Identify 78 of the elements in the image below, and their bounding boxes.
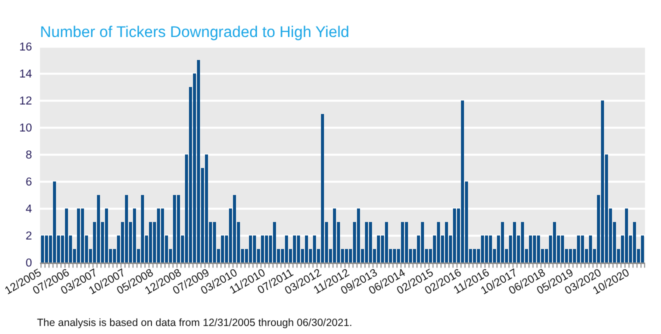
bar [197, 60, 200, 263]
bar [501, 222, 504, 263]
bar [293, 236, 296, 263]
bar [157, 208, 160, 263]
bar [489, 236, 492, 263]
y-tick-label: 0 [26, 257, 32, 270]
bar [177, 195, 180, 263]
bar [221, 236, 224, 263]
bar [357, 208, 360, 263]
bar [633, 222, 636, 263]
bar [461, 100, 464, 263]
bar [149, 222, 152, 263]
text: The analysis is based on data from 12/31/2005 through 06/30/2021. [37, 317, 352, 329]
bar [537, 236, 540, 263]
bar [233, 195, 236, 263]
bar [141, 195, 144, 263]
bar [485, 236, 488, 263]
y-tick-label: 2 [26, 230, 32, 242]
bar [601, 100, 604, 263]
bar [125, 195, 128, 263]
bar [589, 236, 592, 263]
y-tick-label: 16 [19, 41, 32, 54]
bar [393, 249, 396, 263]
bar [533, 236, 536, 263]
bar [553, 222, 556, 263]
bar [377, 236, 380, 263]
y-tick-label: 6 [26, 176, 32, 188]
y-tick-label: 12 [19, 95, 32, 108]
bar [641, 236, 644, 263]
y-tick-label: 10 [19, 122, 32, 134]
bar [481, 236, 484, 263]
bar [161, 208, 164, 263]
bar [569, 249, 572, 263]
bar [253, 236, 256, 263]
bar [133, 208, 136, 263]
bar [297, 236, 300, 263]
bar [365, 222, 368, 263]
bar [513, 222, 516, 263]
bar [173, 195, 176, 263]
y-tick-label: 8 [26, 149, 32, 162]
bar [77, 208, 80, 263]
bar [333, 208, 336, 263]
bar [261, 236, 264, 263]
bar [53, 182, 56, 263]
bar [421, 222, 424, 263]
bar [385, 222, 388, 263]
bar [265, 236, 268, 263]
bar [445, 222, 448, 263]
y-tick-label: 4 [26, 203, 33, 216]
bar [521, 222, 524, 263]
bar [41, 236, 44, 263]
bar [45, 236, 48, 263]
bar [561, 236, 564, 263]
bar [205, 154, 208, 263]
bar [313, 236, 316, 263]
bar [453, 208, 456, 263]
bar [213, 222, 216, 263]
bar [105, 208, 108, 263]
bar [285, 236, 288, 263]
chart-title: Number of Tickers Downgraded to High Yield [40, 24, 350, 41]
bar [369, 222, 372, 263]
bar [529, 236, 532, 263]
bar [405, 222, 408, 263]
bar [305, 236, 308, 263]
bar [581, 236, 584, 263]
bar [97, 195, 100, 263]
bar [249, 236, 252, 263]
bar [65, 208, 68, 263]
bar [321, 114, 324, 263]
bar [81, 208, 84, 263]
bar [401, 222, 404, 263]
y-tick-label: 14 [19, 68, 33, 80]
bar [437, 222, 440, 263]
bar [577, 236, 580, 263]
bar [273, 222, 276, 263]
bar [345, 249, 348, 263]
bar [473, 249, 476, 263]
bar [625, 208, 628, 263]
